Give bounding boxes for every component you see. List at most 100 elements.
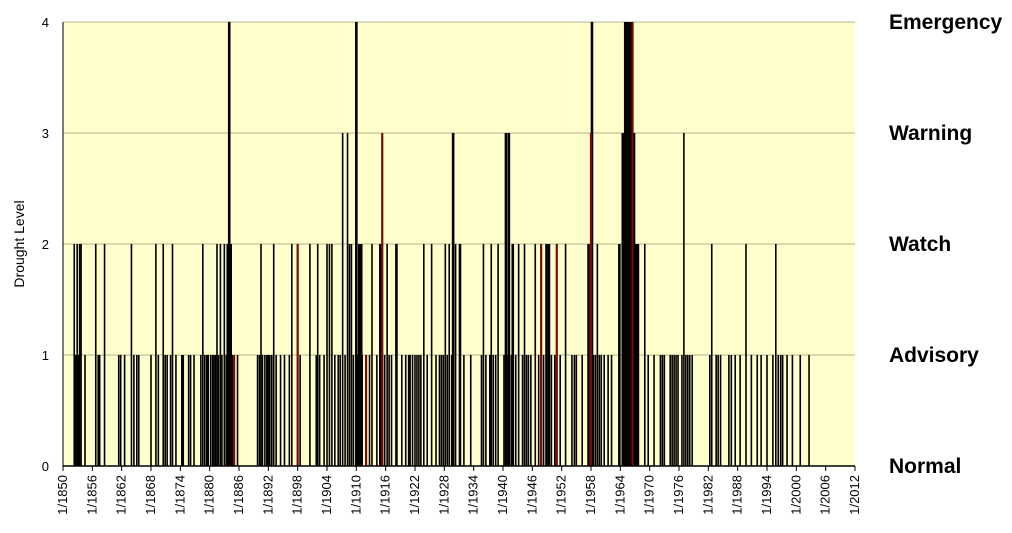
bar (390, 355, 393, 466)
bar (189, 355, 192, 466)
bar (739, 355, 741, 466)
bar (223, 244, 226, 466)
bar (416, 355, 418, 466)
bar (485, 355, 487, 466)
x-tick-label: 1/1934 (466, 475, 481, 515)
x-tick-label: 1/1892 (260, 475, 275, 515)
bar (621, 133, 625, 466)
bar (216, 244, 218, 466)
bar (730, 355, 733, 466)
bar (669, 355, 671, 466)
bar (103, 244, 106, 466)
bar (211, 355, 214, 466)
x-tick-label: 1/1964 (612, 475, 627, 515)
bar (388, 355, 390, 466)
bar (647, 355, 649, 466)
bar (643, 244, 646, 466)
bar (634, 244, 638, 466)
bar (227, 22, 231, 466)
bar (554, 355, 556, 466)
bar (677, 355, 679, 466)
bar (401, 355, 403, 466)
bar (420, 355, 422, 466)
level-label: Advisory (889, 344, 979, 367)
bar (258, 355, 261, 466)
bar (193, 355, 195, 466)
x-tick-label: 1/1952 (554, 475, 569, 515)
x-tick-label: 1/1970 (642, 475, 657, 515)
x-tick-label: 1/1904 (319, 475, 334, 515)
bar (404, 355, 407, 466)
bar (779, 355, 782, 466)
bar (559, 355, 561, 466)
bar (350, 244, 353, 466)
bar (511, 244, 515, 466)
bar (715, 355, 717, 466)
bar (94, 244, 97, 466)
level-label: Emergency (889, 11, 1003, 34)
bar (296, 244, 299, 466)
bar (411, 355, 414, 466)
x-tick-label: 1/1976 (671, 475, 686, 515)
bar (504, 133, 508, 466)
bar (775, 244, 777, 466)
bar (688, 355, 691, 466)
bar (275, 355, 277, 466)
bar (435, 355, 437, 466)
x-tick-label: 1/1994 (759, 475, 774, 515)
bar (581, 355, 583, 466)
bar (592, 355, 595, 466)
bar (603, 355, 605, 466)
y-tick-label: 4 (42, 15, 49, 30)
x-tick-label: 1/1940 (495, 475, 510, 515)
bar (123, 355, 126, 466)
bar (97, 355, 99, 466)
bar (521, 355, 524, 466)
bar (489, 355, 491, 466)
bar (164, 355, 166, 466)
bar (454, 244, 457, 466)
bar (480, 355, 483, 466)
x-tick-label: 1/2006 (818, 475, 833, 515)
bar (636, 244, 640, 466)
x-tick-labels: 1/1850 1/1856 1/1862 1/1868 1/1874 1/1880 1/18… (55, 466, 862, 515)
bar (717, 355, 719, 466)
level-labels: Normal Advisory Watch Warning Emergency (889, 11, 1003, 478)
bar (261, 355, 264, 466)
bar (537, 355, 540, 466)
bar (623, 22, 627, 466)
bar (661, 355, 664, 466)
bar (283, 355, 286, 466)
x-tick-label: 1/1922 (407, 475, 422, 515)
bar (530, 355, 532, 466)
bar (575, 355, 578, 466)
bar (379, 244, 383, 466)
bar (756, 355, 759, 466)
bar (442, 355, 445, 466)
bar (359, 244, 363, 466)
bar (202, 244, 204, 466)
bar (446, 355, 449, 466)
bar (527, 355, 530, 466)
bar (233, 355, 236, 466)
bar (187, 355, 190, 466)
bar (371, 244, 373, 466)
x-tick-label: 1/2012 (847, 475, 862, 515)
bar (207, 355, 209, 466)
bar (607, 355, 609, 466)
bar (745, 244, 747, 466)
bar (73, 244, 76, 466)
bar (205, 355, 208, 466)
bar (383, 355, 386, 466)
bar (213, 355, 215, 466)
bar (348, 244, 351, 466)
bar (423, 244, 425, 466)
bar (119, 355, 122, 466)
bar (357, 244, 361, 466)
x-tick-label: 1/1988 (730, 475, 745, 515)
bar (573, 355, 576, 466)
bar (381, 133, 384, 466)
bar (299, 355, 301, 466)
bar (337, 355, 340, 466)
y-axis-label: Drought Level (11, 200, 27, 287)
